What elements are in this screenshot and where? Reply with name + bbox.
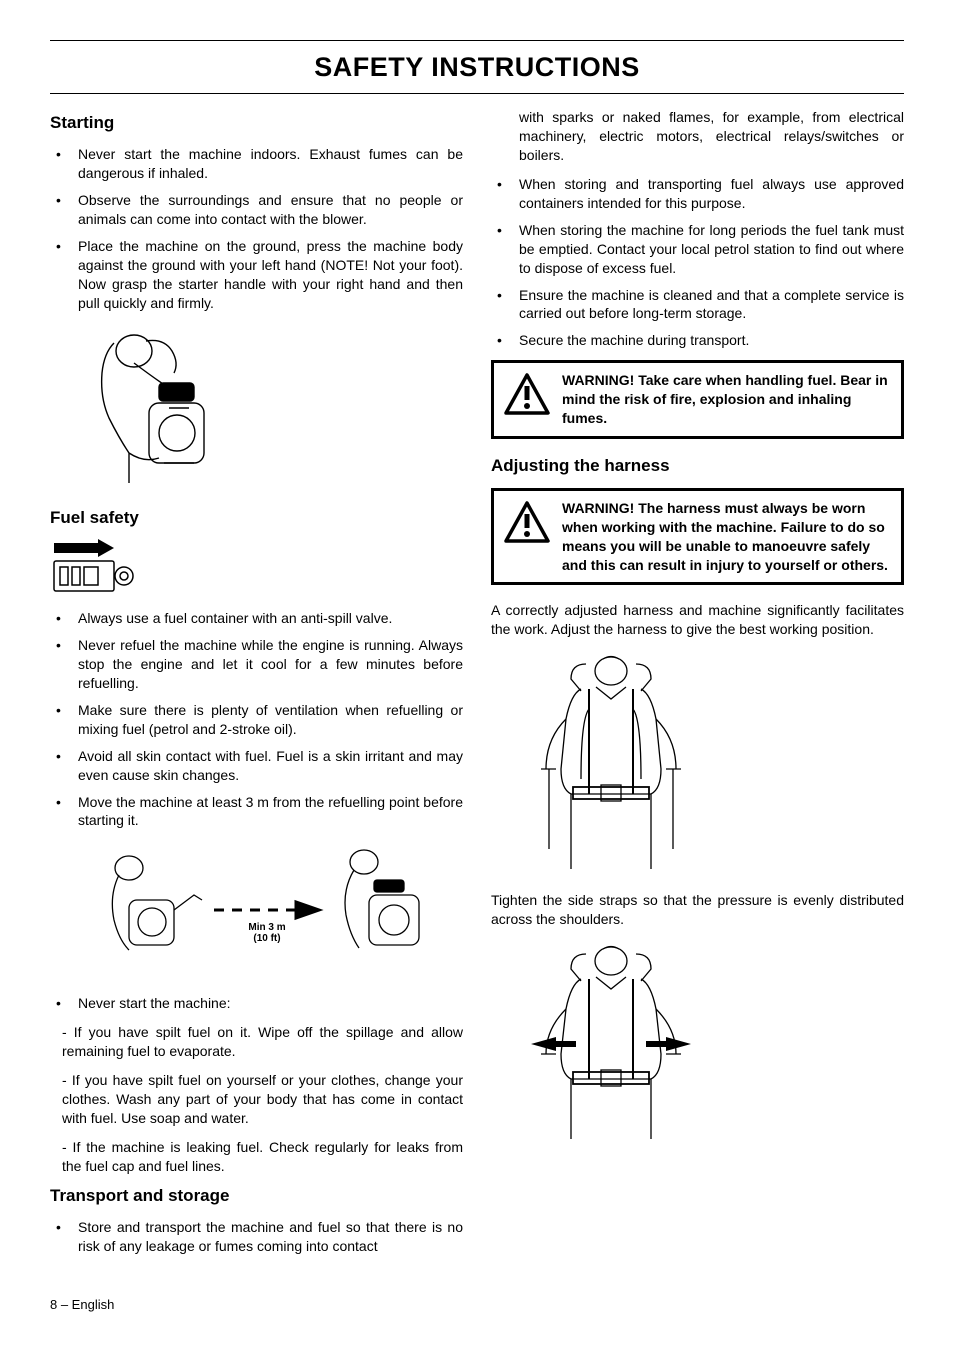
list-item: Place the machine on the ground, press t… [50,237,463,313]
page-title: SAFETY INSTRUCTIONS [50,49,904,85]
warning-icon [504,373,550,415]
warning-fuel: WARNING! Take care when handling fuel. B… [491,360,904,439]
list-item: Never start the machine indoors. Exhaust… [50,145,463,183]
title-rule [50,93,904,94]
transport-list-left: Store and transport the machine and fuel… [50,1218,463,1256]
warning-text: WARNING! Take care when handling fuel. B… [562,371,891,428]
min-distance-sublabel: (10 ft) [253,933,280,944]
harness-p1: A correctly adjusted harness and machine… [491,601,904,639]
figure-move-3m: Min 3 m (10 ft) [74,840,444,980]
list-item: Avoid all skin contact with fuel. Fuel i… [50,747,463,785]
never-start-list: Never start the machine: [50,994,463,1013]
content-columns: Starting Never start the machine indoors… [50,108,904,1266]
heading-transport: Transport and storage [50,1185,463,1208]
list-item: Secure the machine during transport. [491,331,904,350]
transport-list-right: When storing and transporting fuel alway… [491,175,904,350]
warning-harness: WARNING! The harness must always be worn… [491,488,904,586]
top-rule [50,40,904,41]
list-item: Never start the machine: [50,994,463,1013]
starting-list: Never start the machine indoors. Exhaust… [50,145,463,312]
list-item: Ensure the machine is cleaned and that a… [491,286,904,324]
page-footer: 8 – English [50,1296,904,1314]
warning-text: WARNING! The harness must always be worn… [562,499,891,575]
list-item: When storing the machine for long period… [491,221,904,278]
left-column: Starting Never start the machine indoors… [50,108,463,1266]
list-item: Move the machine at least 3 m from the r… [50,793,463,831]
figure-fuel-can [50,539,463,595]
figure-harness-2 [511,939,711,1169]
list-item: Observe the surroundings and ensure that… [50,191,463,229]
transport-continuation: with sparks or naked flames, for example… [491,108,904,165]
min-distance-label: Min 3 m [248,922,285,933]
fuel-list: Always use a fuel container with an anti… [50,609,463,830]
never-start-p2: - If you have spilt fuel on yourself or … [50,1071,463,1128]
heading-fuel-safety: Fuel safety [50,507,463,530]
figure-harness-1 [511,649,711,879]
warning-icon [504,501,550,543]
list-item: Store and transport the machine and fuel… [50,1218,463,1256]
right-column: with sparks or naked flames, for example… [491,108,904,1266]
heading-starting: Starting [50,112,463,135]
never-start-p3: - If the machine is leaking fuel. Check … [50,1138,463,1176]
list-item: When storing and transporting fuel alway… [491,175,904,213]
never-start-p1: - If you have spilt fuel on it. Wipe off… [50,1023,463,1061]
list-item: Make sure there is plenty of ventilation… [50,701,463,739]
list-item: Never refuel the machine while the engin… [50,636,463,693]
list-item: Always use a fuel container with an anti… [50,609,463,628]
harness-p2: Tighten the side straps so that the pres… [491,891,904,929]
figure-starting [74,323,463,493]
heading-harness: Adjusting the harness [491,455,904,478]
